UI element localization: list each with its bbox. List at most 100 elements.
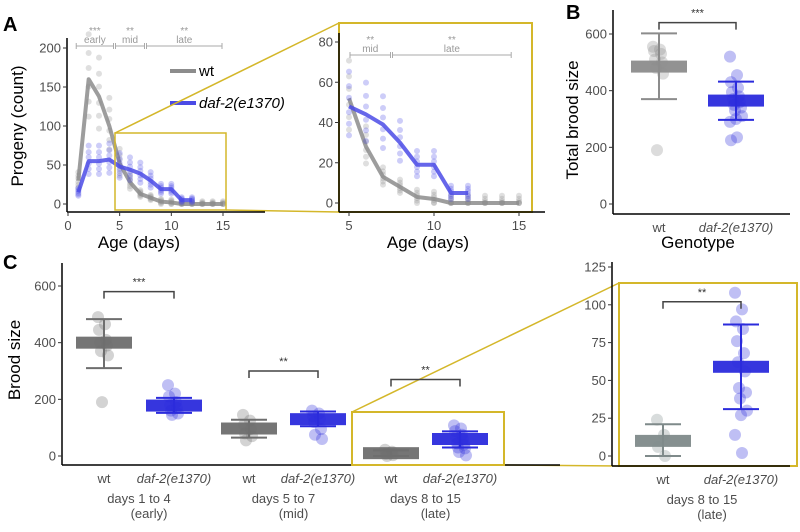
series-wt [346,57,522,206]
significance-stars: ** [366,35,374,46]
data-point [116,170,123,177]
data-point [414,173,420,180]
y-tick-label: 200 [585,140,607,155]
significance-label: early [84,35,106,46]
data-point [735,409,747,422]
data-point [380,135,386,142]
data-point [465,185,471,192]
group-label: days 8 to 15 [667,492,738,507]
data-point [96,83,102,90]
data-point [346,83,352,90]
data-point [240,434,252,447]
significance-stars: ** [180,26,188,37]
x-category-label: wt [97,471,111,486]
y-tick-label: 0 [599,449,606,464]
data-point [448,193,454,200]
data-point [106,147,113,154]
data-point [431,191,437,198]
group-wt [76,311,132,409]
legend: wt daf-2(e1370) [170,63,285,112]
data-point [448,195,454,202]
data-point [465,195,471,202]
data-point [158,190,164,197]
x-tick-label: 10 [427,218,441,233]
a-zoom-xlabel: Age (days) [387,233,469,252]
x-category-label: wt [656,472,670,487]
significance-label: late [444,44,461,55]
significance-label: late [176,35,193,46]
group-daf2 [708,50,764,147]
y-tick-label: 200 [39,41,61,56]
panel-label-c: C [3,252,17,274]
data-point [414,186,420,193]
group-sublabel: (mid) [279,506,309,521]
zoom-connector-top [351,282,620,413]
significance-bracket [103,290,175,299]
significance-bracket [662,301,742,309]
group-wt [363,443,419,462]
group-sublabel: (late) [697,507,727,522]
data-point [725,134,737,147]
y-tick-label: 150 [39,80,61,95]
series-line [76,77,223,206]
data-point [431,188,437,195]
data-point [363,160,369,167]
data-point [316,433,328,445]
data-point [96,396,108,409]
x-category-label: daf-2(e1370) [281,471,355,486]
data-point [729,286,741,299]
group-label: days 8 to 15 [390,491,461,506]
a-xlabel: Age (days) [98,233,180,252]
zoom-connector-top [114,22,340,134]
significance-bracket [658,21,737,30]
data-point [106,164,113,171]
x-tick-label: 15 [512,218,526,233]
x-category-label: wt [242,471,256,486]
y-tick-label: 600 [34,279,56,294]
data-point [651,413,663,426]
data-point [346,120,352,127]
y-tick-label: 40 [319,115,333,130]
significance-stars: ** [421,365,430,377]
data-point [116,145,123,152]
data-point [431,173,437,180]
data-point [465,182,471,189]
data-point [397,176,403,183]
data-point [237,408,249,421]
group-daf2 [432,419,488,462]
data-point [380,145,386,152]
data-point [363,127,369,134]
data-point [736,303,748,316]
data-point [309,428,321,441]
series-line [347,97,519,205]
data-point [127,172,133,179]
group-sublabel: (early) [131,506,168,521]
data-point [137,164,144,171]
data-point [363,103,369,110]
data-point [137,176,144,183]
data-point [127,159,133,166]
data-point [648,45,660,57]
data-point [482,195,488,202]
data-point [346,132,352,139]
data-point [499,192,505,199]
data-point [96,54,102,61]
data-point [169,387,181,400]
data-point [162,379,174,392]
zoom-connector-bottom [225,209,340,213]
data-point [106,146,113,153]
significance-bracket [248,370,319,378]
significance-stars: *** [133,277,147,289]
data-point [397,117,403,124]
data-point [85,113,92,120]
group-daf2 [146,379,202,421]
data-point [724,115,736,128]
data-point [168,180,175,187]
data-point [147,184,154,191]
significance-stars: ** [698,287,707,299]
data-point [414,200,420,206]
data-point [363,138,369,145]
group-label: days 5 to 7 [252,491,316,506]
x-category-label: daf-2(e1370) [699,220,773,235]
